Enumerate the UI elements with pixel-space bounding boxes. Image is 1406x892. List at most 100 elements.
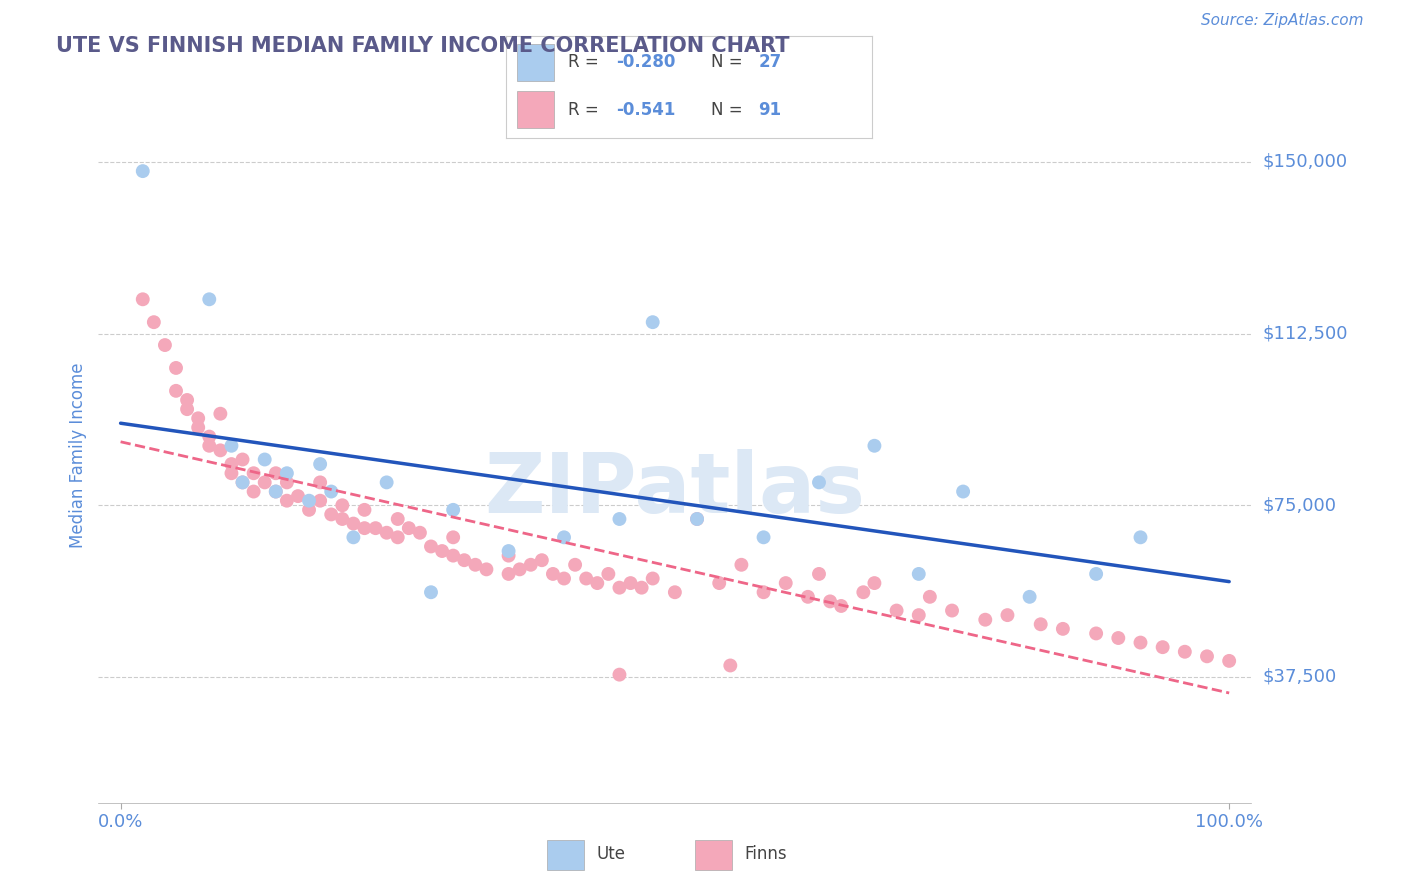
Point	[441, 549, 464, 563]
Point	[353, 521, 375, 535]
Text: UTE VS FINNISH MEDIAN FAMILY INCOME CORRELATION CHART: UTE VS FINNISH MEDIAN FAMILY INCOME CORR…	[56, 36, 790, 55]
Point	[498, 549, 520, 563]
Text: N =: N =	[711, 54, 748, 71]
Point	[852, 585, 875, 599]
Point	[441, 530, 464, 544]
Point	[952, 484, 974, 499]
Text: Finns: Finns	[745, 845, 787, 863]
Point	[309, 493, 332, 508]
Point	[209, 443, 232, 458]
Point	[453, 553, 475, 567]
Point	[807, 475, 830, 490]
FancyBboxPatch shape	[517, 44, 554, 81]
Point	[886, 603, 908, 617]
Point	[797, 590, 820, 604]
Point	[686, 512, 709, 526]
Point	[1052, 622, 1074, 636]
Point	[242, 467, 264, 481]
Text: R =: R =	[568, 101, 605, 119]
Point	[298, 503, 321, 517]
Point	[541, 566, 564, 581]
Point	[907, 566, 929, 581]
Point	[375, 475, 398, 490]
Text: Source: ZipAtlas.com: Source: ZipAtlas.com	[1201, 13, 1364, 29]
Point	[187, 411, 209, 425]
Point	[686, 512, 709, 526]
Point	[818, 594, 841, 608]
Point	[364, 521, 387, 535]
Point	[1129, 530, 1152, 544]
Point	[941, 603, 963, 617]
Point	[441, 503, 464, 517]
Point	[718, 658, 741, 673]
Point	[609, 581, 631, 595]
Point	[730, 558, 752, 572]
Point	[287, 489, 309, 503]
Text: -0.280: -0.280	[616, 54, 675, 71]
Point	[242, 484, 264, 499]
Point	[330, 512, 353, 526]
Point	[387, 512, 409, 526]
Point	[1129, 635, 1152, 649]
Point	[387, 530, 409, 544]
Point	[863, 439, 886, 453]
Point	[641, 572, 664, 586]
Point	[264, 484, 287, 499]
Point	[264, 484, 287, 499]
FancyBboxPatch shape	[547, 840, 583, 871]
Point	[807, 566, 830, 581]
Point	[198, 429, 221, 443]
Point	[253, 475, 276, 490]
Point	[253, 452, 276, 467]
Point	[321, 484, 343, 499]
Point	[165, 384, 187, 398]
Point	[752, 530, 775, 544]
Point	[221, 457, 243, 471]
Text: Ute: Ute	[596, 845, 626, 863]
Point	[630, 581, 652, 595]
FancyBboxPatch shape	[517, 91, 554, 128]
Point	[398, 521, 420, 535]
Point	[353, 503, 375, 517]
FancyBboxPatch shape	[695, 840, 733, 871]
Point	[586, 576, 609, 591]
Text: $75,000: $75,000	[1263, 496, 1337, 515]
Point	[231, 452, 254, 467]
Point	[619, 576, 641, 591]
Point	[709, 576, 731, 591]
Point	[641, 315, 664, 329]
Point	[907, 608, 929, 623]
Point	[530, 553, 553, 567]
Point	[752, 585, 775, 599]
Point	[409, 525, 432, 540]
Text: ZIPatlas: ZIPatlas	[485, 450, 865, 530]
Point	[321, 508, 343, 522]
Point	[974, 613, 997, 627]
Point	[564, 558, 586, 572]
Point	[420, 585, 443, 599]
Point	[1195, 649, 1218, 664]
Point	[330, 498, 353, 512]
Point	[276, 475, 298, 490]
Text: R =: R =	[568, 54, 605, 71]
Point	[664, 585, 686, 599]
Point	[276, 467, 298, 481]
Point	[553, 572, 575, 586]
Point	[198, 293, 221, 307]
Point	[276, 493, 298, 508]
Point	[1107, 631, 1129, 645]
Point	[464, 558, 486, 572]
Point	[498, 544, 520, 558]
Point	[1174, 645, 1197, 659]
Point	[520, 558, 543, 572]
Point	[375, 525, 398, 540]
Point	[918, 590, 941, 604]
Point	[830, 599, 852, 613]
Point	[176, 402, 198, 417]
Point	[609, 667, 631, 681]
Point	[420, 540, 443, 554]
Y-axis label: Median Family Income: Median Family Income	[69, 362, 87, 548]
Point	[1152, 640, 1174, 655]
Point	[221, 467, 243, 481]
Text: -0.541: -0.541	[616, 101, 675, 119]
